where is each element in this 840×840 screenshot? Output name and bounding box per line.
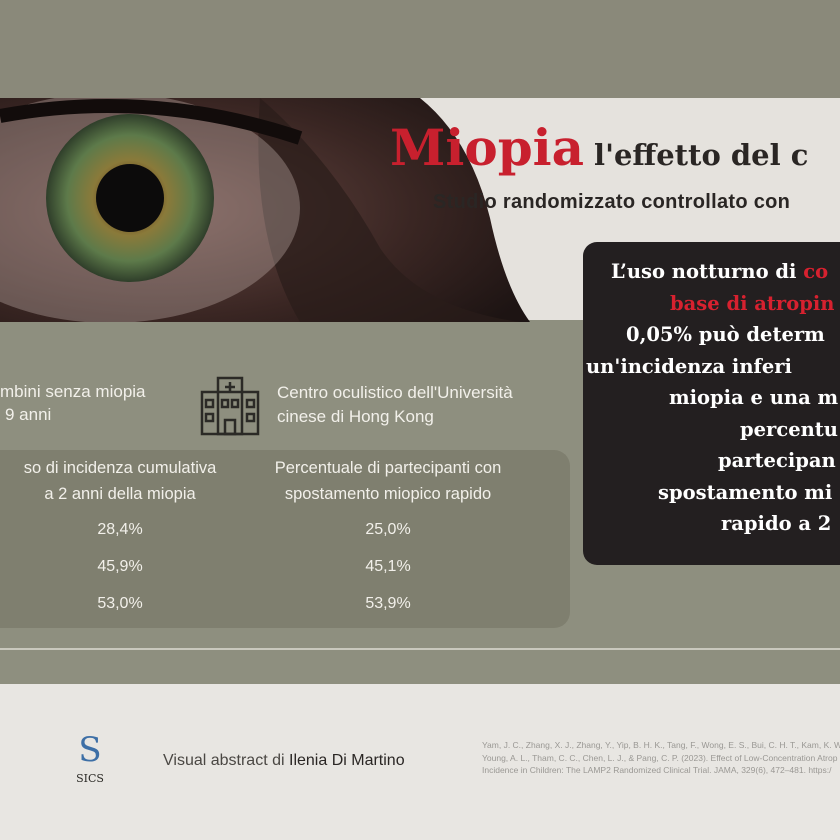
location-line: Centro oculistico dell'Università xyxy=(277,383,513,402)
title-rest: l'effetto del c xyxy=(594,138,809,172)
divider xyxy=(0,648,840,650)
footer-band xyxy=(0,684,840,840)
callout-segment: spostamento mi xyxy=(658,480,833,504)
participants-line: 9 anni xyxy=(5,405,52,424)
callout-segment: L’uso notturno di xyxy=(611,260,804,283)
hospital-icon xyxy=(200,376,260,436)
callout-segment: percentu xyxy=(740,417,838,441)
callout-line: 0,05% può determ xyxy=(626,319,840,351)
title-main: Miopia xyxy=(390,118,585,177)
callout-line: spostamento mi xyxy=(658,477,840,509)
eye-photo xyxy=(0,98,530,322)
reference-line: Young, A. L., Tham, C. C., Chen, L. J., … xyxy=(482,752,838,763)
table-header: Percentuale di partecipanti con spostamen… xyxy=(238,455,538,507)
callout-line: L’uso notturno di co xyxy=(611,256,840,288)
results-table xyxy=(0,450,570,628)
table-cell: 53,9% xyxy=(365,595,411,612)
participants-line: mbini senza miopia xyxy=(0,382,146,401)
logo-mark: S xyxy=(78,735,101,770)
table-cell: 25,0% xyxy=(365,521,411,538)
logo-text: SICS xyxy=(76,772,104,785)
callout-line: partecipan xyxy=(718,445,840,477)
callout-segment: miopia e una m xyxy=(669,386,839,409)
table-cell: 45,9% xyxy=(97,558,143,575)
table-header-line: spostamento miopico rapido xyxy=(284,485,492,503)
callout-segment: co xyxy=(803,260,829,283)
callout-segment: rapido a 2 xyxy=(721,512,832,535)
reference-line: Incidence in Children: The LAMP2 Randomi… xyxy=(482,765,832,775)
reference-line: Yam, J. C., Zhang, X. J., Zhang, Y., Yip… xyxy=(482,740,840,750)
participants: mbini senza miopia 9 anni xyxy=(0,380,146,426)
reference: Yam, J. C., Zhang, X. J., Zhang, Y., Yip… xyxy=(482,739,840,777)
title: Miopia l'effetto del c xyxy=(390,118,808,177)
callout-segment: base di atropin xyxy=(670,291,835,315)
callout-line: base di atropin xyxy=(670,288,840,320)
callout-line: rapido a 2 xyxy=(721,508,840,540)
callout-line: un'incidenza inferi xyxy=(586,351,840,383)
table-header-line: so di incidenza cumulativa xyxy=(23,459,217,477)
callout-line: percentu xyxy=(740,414,840,446)
location-line: cinese di Hong Kong xyxy=(277,407,434,426)
credit: Visual abstract di Ilenia Di Martino xyxy=(163,752,405,770)
table-cell: 45,1% xyxy=(365,558,411,575)
table-cell: 28,4% xyxy=(97,521,143,538)
credit-label: Visual abstract di xyxy=(163,752,289,769)
author: Ilenia Di Martino xyxy=(289,752,405,769)
callout-box xyxy=(583,242,840,565)
callout-segment: un'incidenza inferi xyxy=(586,354,792,378)
callout-line: miopia e una m xyxy=(669,382,840,414)
callout-text: L’uso notturno di co base di atropin 0,05%… xyxy=(583,256,840,540)
top-band xyxy=(0,0,840,98)
location: Centro oculistico dell'Università cinese … xyxy=(277,381,513,429)
subtitle: Studio randomizzato controllato con xyxy=(433,191,791,213)
logo: S SICS xyxy=(76,735,104,785)
table-cell: 53,0% xyxy=(97,595,143,612)
table-header-line: a 2 anni della miopia xyxy=(44,485,196,503)
table-header-line: Percentuale di partecipanti con xyxy=(274,459,502,477)
callout-segment: partecipan xyxy=(718,449,836,472)
callout-segment: 0,05% può determ xyxy=(626,323,825,346)
table-header: so di incidenza cumulativa a 2 anni della… xyxy=(0,455,270,507)
